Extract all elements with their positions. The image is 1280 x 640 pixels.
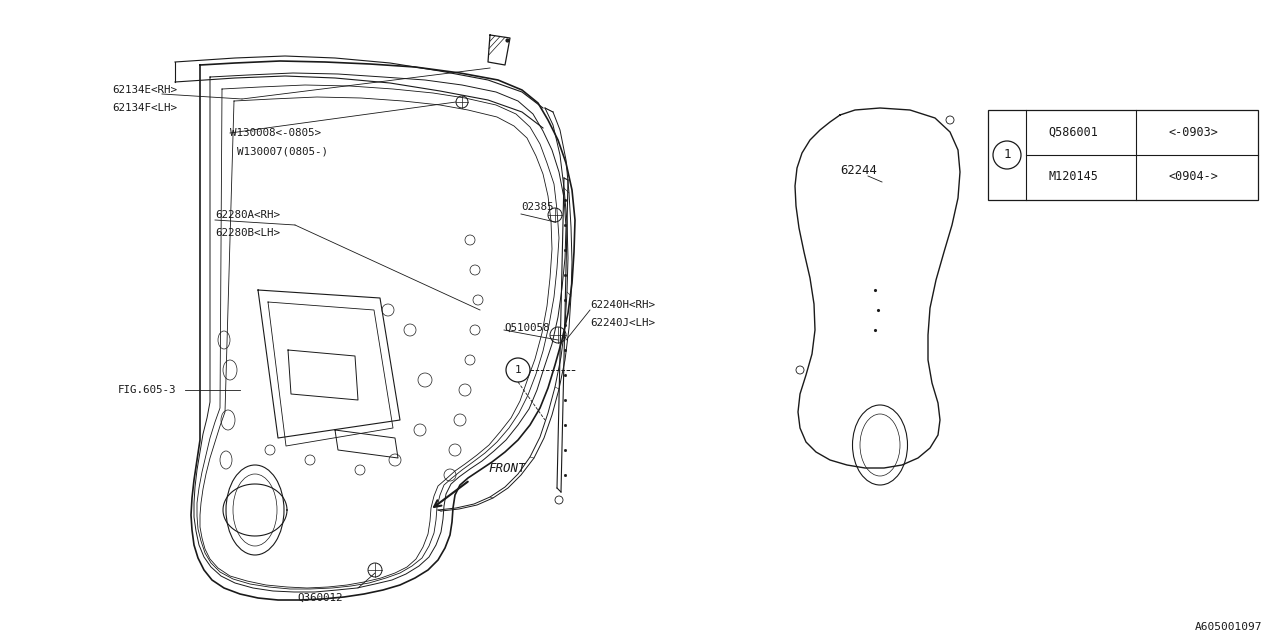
Text: Q360012: Q360012 [297, 593, 343, 603]
Text: FRONT: FRONT [488, 461, 526, 474]
Text: <-0903>: <-0903> [1169, 125, 1219, 138]
Text: M120145: M120145 [1048, 170, 1098, 184]
Text: A605001097: A605001097 [1194, 622, 1262, 632]
Text: Q510058: Q510058 [504, 323, 549, 333]
Text: 02385: 02385 [521, 202, 553, 212]
Bar [988, 110, 1258, 200]
Text: 1: 1 [1004, 148, 1011, 161]
Text: Q586001: Q586001 [1048, 125, 1098, 138]
Text: FIG.605-3: FIG.605-3 [118, 385, 177, 395]
Text: 62244: 62244 [840, 163, 877, 177]
Text: W130007(0805-): W130007(0805-) [237, 146, 328, 156]
Text: 62240J<LH>: 62240J<LH> [590, 318, 655, 328]
Text: 62240H<RH>: 62240H<RH> [590, 300, 655, 310]
Text: 62280B<LH>: 62280B<LH> [215, 228, 280, 238]
Text: 62134F<LH>: 62134F<LH> [113, 103, 177, 113]
Text: 1: 1 [515, 365, 521, 375]
Text: 62134E<RH>: 62134E<RH> [113, 85, 177, 95]
Text: <0904->: <0904-> [1169, 170, 1219, 184]
Text: 62280A<RH>: 62280A<RH> [215, 210, 280, 220]
Text: W130008<-0805>: W130008<-0805> [230, 128, 321, 138]
